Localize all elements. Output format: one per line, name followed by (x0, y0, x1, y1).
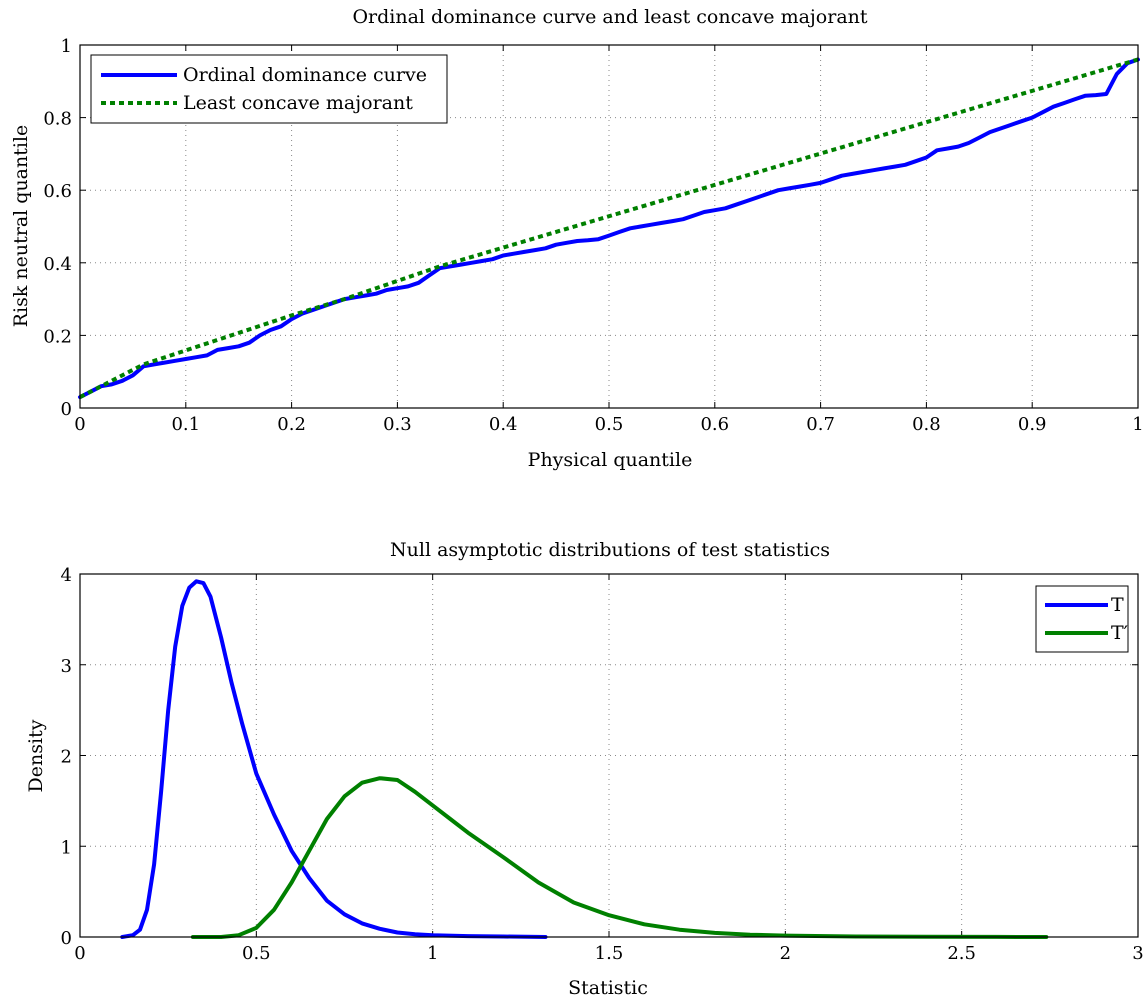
top-chart-y-tick-label: 0.4 (43, 254, 72, 275)
top-chart-x-tick-label: 0.5 (595, 414, 624, 435)
legend-label-least-concave-majorant: Least concave majorant (183, 92, 413, 114)
top-chart-x-tick-label: 0.8 (912, 414, 941, 435)
bottom-chart-x-axis-label: Statistic (568, 977, 648, 999)
bottom-chart-x-tick-label: 1.5 (595, 943, 624, 964)
top-chart-x-tick-label: 0.1 (171, 414, 200, 435)
top-chart-plot-frame (79, 44, 1139, 409)
top-chart-series-least-concave-majorant-line (79, 57, 1139, 399)
top-chart-y-tick-label: 0.8 (43, 109, 72, 130)
bottom-chart-y-tick-label: 1 (61, 837, 72, 858)
bottom-chart: Null asymptotic distributions of test st… (25, 539, 1144, 999)
top-chart-y-tick-label: 1 (61, 36, 72, 57)
bottom-chart-x-tick-label: 3 (1132, 943, 1143, 964)
bottom-chart-plot-frame (79, 573, 1139, 938)
bottom-chart-legend-box (1035, 585, 1129, 653)
bottom-chart-series (120, 579, 1049, 939)
top-chart-x-tick-label: 0.6 (700, 414, 729, 435)
bottom-chart-x-tick-label: 0 (74, 943, 85, 964)
top-chart-series-ordinal-dominance-curve-line (78, 57, 1140, 400)
top-chart-x-tick-label: 0 (74, 414, 85, 435)
legend-label-ordinal-dominance-curve: Ordinal dominance curve (183, 64, 427, 86)
top-chart: Ordinal dominance curve and least concav… (10, 6, 1144, 471)
top-chart-title: Ordinal dominance curve and least concav… (352, 6, 867, 28)
top-chart-y-tick-label: 0.6 (43, 181, 72, 202)
bottom-chart-y-tick-label: 4 (61, 565, 72, 586)
top-chart-y-tick-label: 0.2 (43, 326, 72, 347)
bottom-chart-title: Null asymptotic distributions of test st… (390, 539, 830, 561)
bottom-chart-series-tprime-line (190, 776, 1049, 939)
top-chart-legend-box (90, 54, 448, 124)
legend-label-t-prime: T′ (1111, 622, 1128, 644)
top-chart-x-tick-label: 0.3 (383, 414, 412, 435)
bottom-chart-x-tick-label: 2.5 (947, 943, 976, 964)
bottom-chart-series-t-line (120, 579, 548, 939)
top-chart-x-axis-label: Physical quantile (528, 449, 693, 471)
top-chart-y-axis-label: Risk neutral quantile (10, 125, 32, 328)
bottom-chart-ticks: 0 0.5 1 1.5 2 2.5 3 0 1 2 3 4 (61, 565, 1144, 964)
bottom-chart-x-tick-label: 2 (780, 943, 791, 964)
top-chart-x-tick-label: 0.2 (277, 414, 306, 435)
bottom-chart-grid (80, 574, 1138, 937)
top-chart-x-tick-label: 0.4 (489, 414, 518, 435)
bottom-chart-y-tick-label: 0 (61, 928, 72, 949)
bottom-chart-x-tick-label: 1 (427, 943, 438, 964)
bottom-chart-y-axis-label: Density (25, 719, 47, 792)
bottom-chart-x-tick-label: 0.5 (242, 943, 271, 964)
top-chart-ticks: 0 0.1 0.2 0.3 0.4 0.5 0.6 0.7 0.8 0.9 1 0 0.2 0.4 0.6 0… (43, 36, 1143, 435)
top-chart-y-tick-label: 0 (61, 399, 72, 420)
top-chart-x-tick-label: 0.7 (806, 414, 835, 435)
bottom-chart-y-tick-label: 2 (61, 747, 72, 768)
top-chart-legend: Ordinal dominance curve Least concave ma… (90, 54, 448, 124)
top-chart-series (78, 57, 1140, 400)
bottom-chart-y-tick-label: 3 (61, 656, 72, 677)
legend-label-t: T (1111, 594, 1124, 616)
top-chart-x-tick-label: 1 (1132, 414, 1143, 435)
bottom-chart-legend: T T′ (1035, 585, 1129, 653)
top-chart-x-tick-label: 0.9 (1018, 414, 1047, 435)
